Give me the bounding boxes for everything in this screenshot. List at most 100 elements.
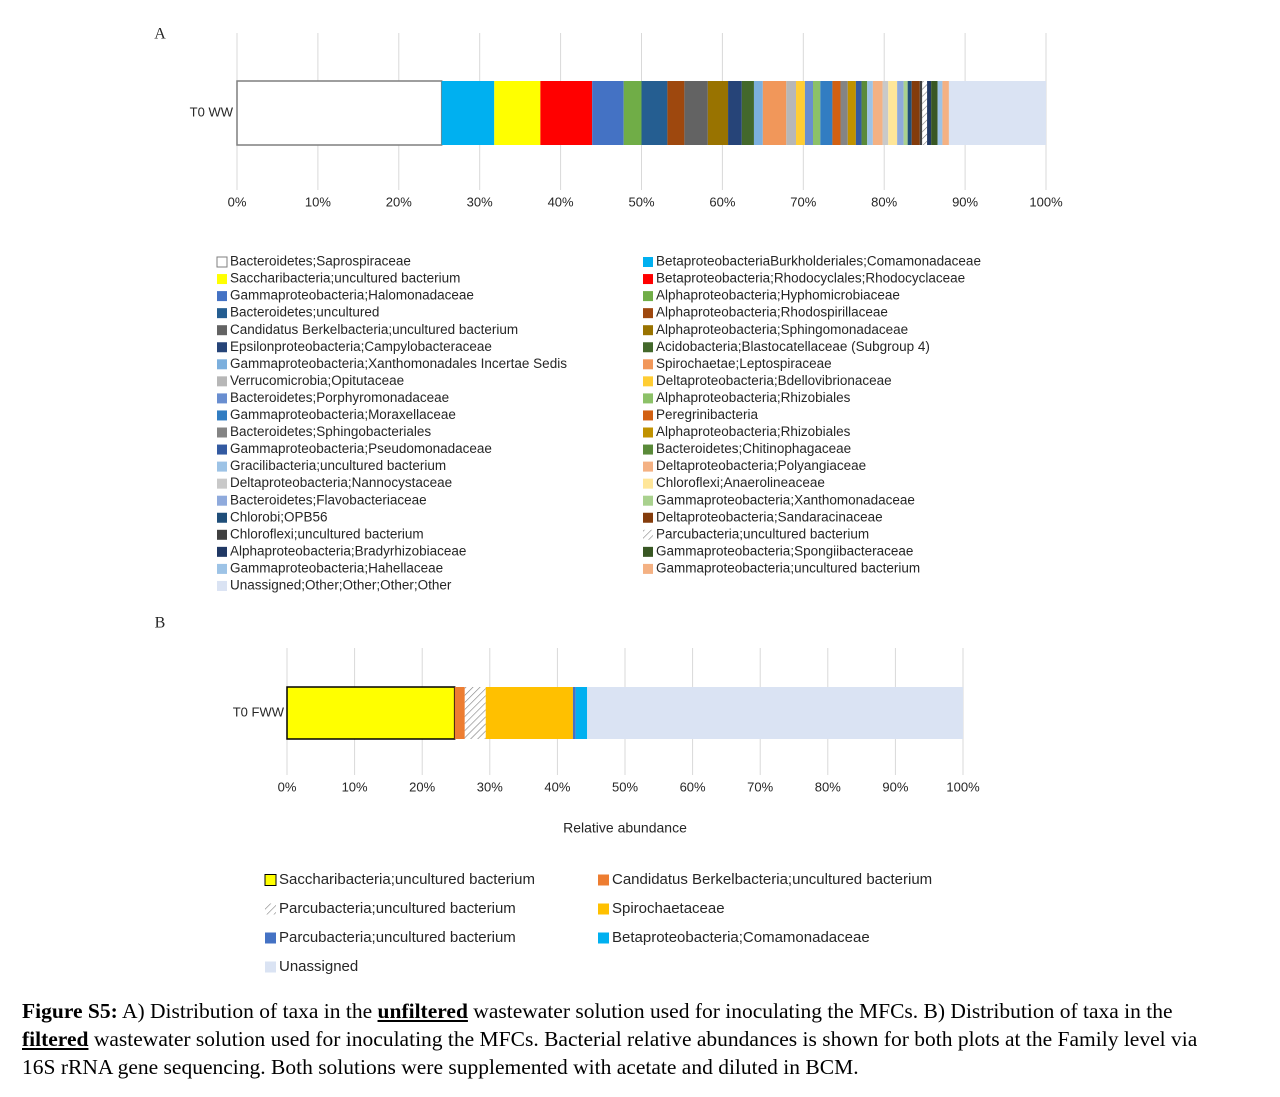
x-tick-label: 20% xyxy=(409,779,435,794)
caption-text: wastewater solution used for inoculating… xyxy=(467,999,1173,1023)
bar-segment xyxy=(855,81,862,145)
legend-swatch xyxy=(643,410,653,421)
legend-label: Gammaproteobacteria;Pseudomonadaceae xyxy=(230,441,492,456)
legend-label: Spirochaetaceae xyxy=(612,900,725,917)
legend-label: Alphaproteobacteria;Rhizobiales xyxy=(656,424,851,439)
legend-label: Gammaproteobacteria;Halomonadaceae xyxy=(230,288,474,303)
bar-segment xyxy=(937,81,943,145)
figure: A 0% 10% 20% 30% 40% 50% 60% 70% 80% 90% 100% T0 WW B… xyxy=(154,26,1063,975)
legend-label: Parcubacteria;uncultured bacterium xyxy=(279,929,516,946)
caption-emphasis: filtered xyxy=(22,1027,89,1051)
legend-swatch xyxy=(643,546,653,557)
x-tick-label: 0% xyxy=(278,779,297,794)
bar-segment xyxy=(728,81,742,145)
bar-segment xyxy=(882,81,889,145)
legend-swatch xyxy=(265,961,276,973)
legend-swatch xyxy=(217,274,227,285)
legend-label: Epsilonproteobacteria;Campylobacteraceae xyxy=(230,339,492,354)
bar-segment xyxy=(592,81,624,145)
legend-label: Alphaproteobacteria;Hyphomicrobiaceae xyxy=(656,288,900,303)
legend-swatch xyxy=(217,478,227,489)
legend-label: Saccharibacteria;uncultured bacterium xyxy=(230,271,460,286)
bar-segment xyxy=(494,81,541,145)
legend-swatch xyxy=(643,495,653,506)
bar-segment xyxy=(454,687,465,739)
legend-label: Gammaproteobacteria;Spongiibacteraceae xyxy=(656,543,913,558)
legend-label: Parcubacteria;uncultured bacterium xyxy=(279,900,516,917)
bar-segment xyxy=(236,80,443,146)
caption-emphasis: unfiltered xyxy=(377,999,468,1023)
bar-segment xyxy=(897,81,904,145)
legend-swatch xyxy=(643,376,653,387)
x-tick-label: 30% xyxy=(477,779,503,794)
legend-swatch xyxy=(643,444,653,455)
legend-swatch xyxy=(217,376,227,387)
legend-label: Betaproteobacteria;Rhodocyclales;Rhodocy… xyxy=(656,271,965,286)
legend-label: Alphaproteobacteria;Rhodospirillaceae xyxy=(656,305,888,320)
legend-label: Bacteroidetes;Flavobacteriaceae xyxy=(230,492,427,507)
legend-swatch xyxy=(217,546,227,557)
bar-segment xyxy=(919,81,923,145)
caption-label: Figure S5: xyxy=(22,999,118,1023)
legend-swatch xyxy=(217,461,227,472)
bar-segment xyxy=(847,81,856,145)
legend-swatch xyxy=(643,274,653,285)
bar-segment xyxy=(572,687,576,739)
caption-text: A) Distribution of taxa in the xyxy=(117,999,378,1023)
legend-swatch xyxy=(643,478,653,489)
legend-swatch xyxy=(643,257,653,267)
legend-label: Bacteroidetes;Chitinophagaceae xyxy=(656,441,851,456)
legend-swatch xyxy=(598,874,609,886)
legend-label: Alphaproteobacteria;Sphingomonadaceae xyxy=(656,322,908,337)
legend-swatch xyxy=(217,291,227,302)
bar-segment xyxy=(872,81,883,145)
bar-segment xyxy=(907,81,912,145)
legend-label: Bacteroidetes;uncultured xyxy=(230,305,379,320)
bar-segment xyxy=(485,687,573,739)
legend-swatch xyxy=(217,427,227,438)
legend-label: Candidatus Berkelbacteria;uncultured bac… xyxy=(230,322,518,337)
legend-label: Peregrinibacteria xyxy=(656,407,759,422)
bar-segment xyxy=(286,686,456,740)
bar-segment xyxy=(867,81,873,145)
x-tick-label: 70% xyxy=(790,194,816,209)
bar-segment xyxy=(922,81,928,145)
legend-swatch xyxy=(643,308,653,319)
bar-segment xyxy=(623,81,642,145)
bar-segment xyxy=(464,687,486,739)
bar-segment xyxy=(911,81,920,145)
bar-segment xyxy=(441,81,495,145)
bar-segment xyxy=(762,81,787,145)
bar-segment xyxy=(741,81,754,145)
bar-segment xyxy=(903,81,908,145)
legend-label: Gammaproteobacteria;Moraxellaceae xyxy=(230,407,456,422)
x-tick-label: 40% xyxy=(544,779,570,794)
legend-swatch xyxy=(598,903,609,915)
legend-label: Parcubacteria;uncultured bacterium xyxy=(656,526,869,541)
legend-label: Acidobacteria;Blastocatellaceae (Subgrou… xyxy=(656,339,930,354)
legend-swatch xyxy=(217,342,227,353)
legend-swatch xyxy=(216,256,228,268)
legend-label: Unassigned;Other;Other;Other;Other xyxy=(230,578,452,593)
legend-label: Chlorobi;OPB56 xyxy=(230,509,328,524)
x-tick-label: 40% xyxy=(548,194,574,209)
legend-swatch xyxy=(264,874,277,886)
legend-label: Alphaproteobacteria;Rhizobiales xyxy=(656,390,851,405)
legend-label: Chloroflexi;uncultured bacterium xyxy=(230,526,424,541)
bar-segment xyxy=(707,81,729,145)
x-tick-label: 70% xyxy=(747,779,773,794)
bar-segment xyxy=(804,81,814,145)
legend-swatch xyxy=(265,932,276,944)
legend-label: Gracilibacteria;uncultured bacterium xyxy=(230,458,446,473)
legend-label: Bacteroidetes;Sphingobacteriales xyxy=(230,424,431,439)
bar-segment xyxy=(575,687,588,739)
bar-segment xyxy=(948,81,1046,145)
bar-segment xyxy=(540,81,593,145)
legend-label: Gammaproteobacteria;Xanthomonadales Ince… xyxy=(230,356,567,371)
x-tick-label: 20% xyxy=(386,194,412,209)
legend-swatch xyxy=(217,495,227,506)
legend-swatch xyxy=(643,563,653,574)
x-tick-label: 100% xyxy=(1029,194,1063,209)
legend-swatch xyxy=(643,393,653,404)
x-tick-label: 60% xyxy=(709,194,735,209)
